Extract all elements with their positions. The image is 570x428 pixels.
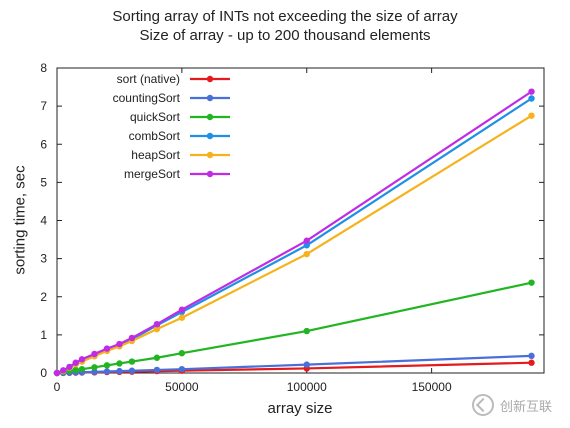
data-point <box>103 345 111 352</box>
legend-label: countingSort <box>113 91 181 105</box>
y-tick-label: 0 <box>40 366 47 380</box>
data-point <box>153 354 161 361</box>
series-lines <box>53 88 535 377</box>
data-point <box>528 352 535 360</box>
data-point <box>528 359 535 366</box>
data-point <box>128 358 136 365</box>
series-quicksort <box>53 279 535 377</box>
y-tick-label: 2 <box>40 290 47 304</box>
legend: sort (native) countingSort quickSort combSo… <box>113 72 230 181</box>
data-point <box>528 112 535 119</box>
data-point <box>72 366 79 374</box>
data-point <box>116 340 123 348</box>
y-tick-label: 3 <box>40 252 47 266</box>
y-tick-label: 1 <box>40 328 47 342</box>
data-point <box>103 362 111 369</box>
series-heapsort <box>53 112 535 377</box>
legend-label: quickSort <box>130 110 181 124</box>
legend-label: mergeSort <box>124 167 181 181</box>
chart-title: Sorting array of INTs not exceeding the … <box>112 8 458 25</box>
x-tick-label: 50000 <box>165 380 199 394</box>
y-tick-label: 4 <box>40 214 47 228</box>
chart-subtitle: Size of array - up to 200 thousand eleme… <box>139 27 431 44</box>
series-mergesort <box>53 88 535 377</box>
data-point <box>53 369 61 377</box>
legend-item: heapSort <box>131 148 230 162</box>
data-point <box>178 365 186 373</box>
x-tick-label: 0 <box>54 380 61 394</box>
data-point <box>78 365 86 373</box>
legend-item: mergeSort <box>124 167 230 181</box>
x-axis-label: array size <box>267 400 333 417</box>
x-axis-ticks: 0 50000 100000 150000 <box>54 68 452 394</box>
data-point <box>103 368 111 375</box>
legend-marker <box>206 75 214 83</box>
data-point <box>178 349 186 357</box>
data-point <box>72 359 79 366</box>
data-point <box>66 363 73 371</box>
data-point <box>116 360 123 367</box>
data-point <box>528 88 535 95</box>
x-tick-label: 150000 <box>412 380 452 394</box>
data-point <box>303 361 310 368</box>
legend-marker <box>206 94 214 102</box>
data-point <box>78 356 86 363</box>
legend-item: quickSort <box>130 110 230 124</box>
data-point <box>91 368 98 376</box>
data-point <box>128 367 136 374</box>
legend-marker <box>206 113 214 121</box>
logo-icon <box>472 394 494 416</box>
data-point <box>153 325 161 333</box>
legend-item: countingSort <box>113 91 230 105</box>
y-tick-label: 8 <box>40 61 47 75</box>
legend-item: sort (native) <box>117 72 230 86</box>
data-point <box>60 367 67 374</box>
data-point <box>128 334 136 342</box>
data-point <box>303 242 310 249</box>
y-tick-label: 6 <box>40 137 47 151</box>
y-axis-ticks: 0 1 2 3 4 5 6 7 8 <box>40 61 544 380</box>
legend-marker <box>206 132 214 140</box>
series-line <box>56 114 533 375</box>
data-point <box>178 306 186 313</box>
legend-marker <box>206 151 214 159</box>
data-point <box>91 364 98 371</box>
data-point <box>178 314 186 321</box>
data-point <box>303 237 310 244</box>
legend-label: sort (native) <box>117 72 180 86</box>
watermark: 创新互联 <box>472 394 552 416</box>
legend-marker <box>206 170 214 178</box>
y-tick-label: 7 <box>40 99 47 113</box>
data-point <box>528 279 535 286</box>
data-point <box>303 250 310 258</box>
data-point <box>153 321 161 328</box>
data-point <box>153 366 161 374</box>
legend-label: heapSort <box>131 148 180 162</box>
data-point <box>116 367 123 375</box>
legend-label: combSort <box>129 129 181 143</box>
watermark-text: 创新互联 <box>500 398 553 414</box>
y-tick-label: 5 <box>40 175 47 189</box>
x-tick-label: 100000 <box>287 380 327 394</box>
data-point <box>528 95 535 102</box>
legend-item: combSort <box>129 129 230 143</box>
data-point <box>303 327 310 335</box>
data-point <box>91 350 98 358</box>
